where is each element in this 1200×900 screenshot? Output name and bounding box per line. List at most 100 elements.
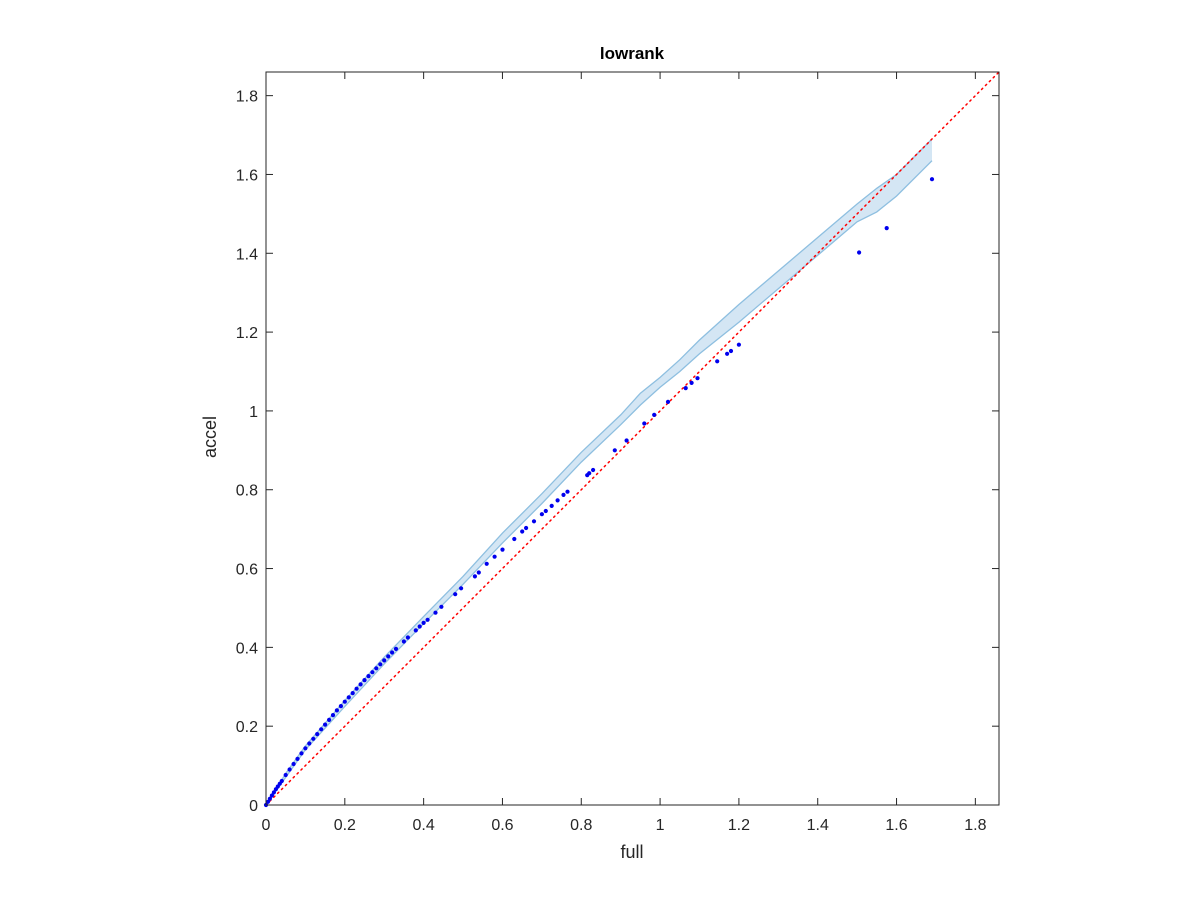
x-tick-label: 0 bbox=[262, 817, 271, 834]
data-point bbox=[390, 650, 395, 655]
data-point bbox=[269, 793, 274, 798]
data-point bbox=[476, 570, 481, 575]
y-tick-label: 0.2 bbox=[236, 719, 258, 736]
data-point bbox=[472, 574, 477, 579]
data-point bbox=[624, 438, 629, 443]
data-point bbox=[279, 778, 284, 784]
data-point bbox=[439, 604, 444, 609]
data-point bbox=[417, 624, 422, 629]
x-tick-label: 1.4 bbox=[807, 817, 829, 834]
x-tick-label: 0.4 bbox=[413, 817, 435, 834]
data-point bbox=[405, 635, 410, 640]
band-lower-edge bbox=[265, 160, 933, 806]
data-point bbox=[612, 448, 617, 453]
x-tick-label: 1.6 bbox=[885, 817, 907, 834]
y-tick-label: 0 bbox=[249, 798, 258, 815]
data-point bbox=[524, 525, 529, 531]
y-tick-label: 1.2 bbox=[236, 325, 258, 342]
y-tick-label: 1.8 bbox=[236, 89, 258, 106]
data-point bbox=[561, 492, 566, 497]
reference-line bbox=[265, 71, 1000, 806]
x-tick-label: 1.8 bbox=[964, 817, 986, 834]
data-point bbox=[334, 708, 339, 713]
data-point bbox=[512, 536, 517, 542]
y-tick-label: 1 bbox=[249, 404, 258, 421]
data-point bbox=[271, 790, 276, 795]
data-point bbox=[652, 412, 657, 417]
data-point bbox=[725, 351, 730, 356]
data-point bbox=[366, 674, 371, 679]
data-point bbox=[520, 529, 525, 534]
data-point bbox=[642, 421, 647, 426]
data-point bbox=[393, 646, 399, 652]
data-point bbox=[299, 751, 304, 756]
data-point bbox=[665, 399, 671, 404]
data-point bbox=[311, 736, 316, 741]
data-point bbox=[929, 177, 935, 182]
data-point bbox=[283, 772, 288, 778]
x-tick-label: 1.2 bbox=[728, 817, 750, 834]
data-point bbox=[291, 761, 296, 767]
data-point bbox=[315, 732, 320, 737]
data-point bbox=[287, 767, 292, 772]
data-point bbox=[857, 250, 862, 255]
data-point bbox=[374, 666, 379, 671]
data-point bbox=[342, 699, 347, 704]
y-tick-label: 0.4 bbox=[236, 640, 258, 657]
data-point bbox=[689, 380, 694, 385]
data-point bbox=[346, 695, 351, 700]
data-point bbox=[307, 741, 312, 746]
data-point bbox=[591, 467, 596, 473]
data-point bbox=[539, 512, 545, 517]
data-point bbox=[303, 746, 308, 751]
chart-title: lowrank bbox=[600, 44, 665, 63]
data-point bbox=[330, 713, 336, 718]
data-point bbox=[433, 610, 438, 615]
x-tick-label: 0.2 bbox=[334, 817, 356, 834]
y-tick-label: 1.4 bbox=[236, 246, 258, 263]
data-point bbox=[484, 561, 489, 566]
data-points bbox=[263, 177, 935, 808]
data-point bbox=[338, 704, 343, 709]
data-point bbox=[453, 592, 458, 597]
data-point bbox=[327, 717, 332, 723]
x-tick-label: 0.8 bbox=[570, 817, 592, 834]
data-point bbox=[425, 617, 430, 622]
y-tick-label: 1.6 bbox=[236, 167, 258, 184]
reference-diagonal bbox=[265, 71, 1000, 806]
data-point bbox=[492, 554, 497, 559]
data-point bbox=[358, 682, 363, 687]
data-point bbox=[728, 348, 734, 354]
data-point bbox=[587, 471, 592, 476]
data-point bbox=[421, 620, 426, 626]
data-point bbox=[736, 342, 742, 347]
data-point bbox=[565, 489, 570, 494]
x-axis-ticks: 0 0.2 0.4 0.6 0.8 1 1.2 1.4 1.6 1.8 bbox=[262, 72, 987, 834]
data-point bbox=[715, 359, 720, 364]
data-point bbox=[695, 376, 700, 381]
y-tick-label: 0.6 bbox=[236, 562, 258, 579]
data-point bbox=[500, 547, 505, 552]
data-point bbox=[319, 727, 324, 732]
data-point bbox=[401, 639, 406, 644]
data-point bbox=[543, 508, 548, 514]
x-tick-label: 1 bbox=[656, 817, 665, 834]
data-point bbox=[382, 658, 387, 663]
data-point bbox=[549, 503, 554, 508]
data-point bbox=[370, 670, 375, 675]
y-axis-label: accel bbox=[200, 416, 220, 458]
data-point bbox=[555, 498, 560, 503]
data-point bbox=[265, 799, 271, 804]
data-point bbox=[683, 386, 688, 391]
data-point bbox=[531, 519, 537, 524]
data-point bbox=[362, 678, 367, 683]
x-axis-label: full bbox=[620, 842, 643, 862]
data-point bbox=[386, 654, 391, 659]
data-point bbox=[295, 756, 300, 762]
data-point bbox=[323, 722, 328, 727]
data-point bbox=[354, 686, 359, 691]
data-point bbox=[350, 691, 355, 696]
y-tick-label: 0.8 bbox=[236, 483, 258, 500]
